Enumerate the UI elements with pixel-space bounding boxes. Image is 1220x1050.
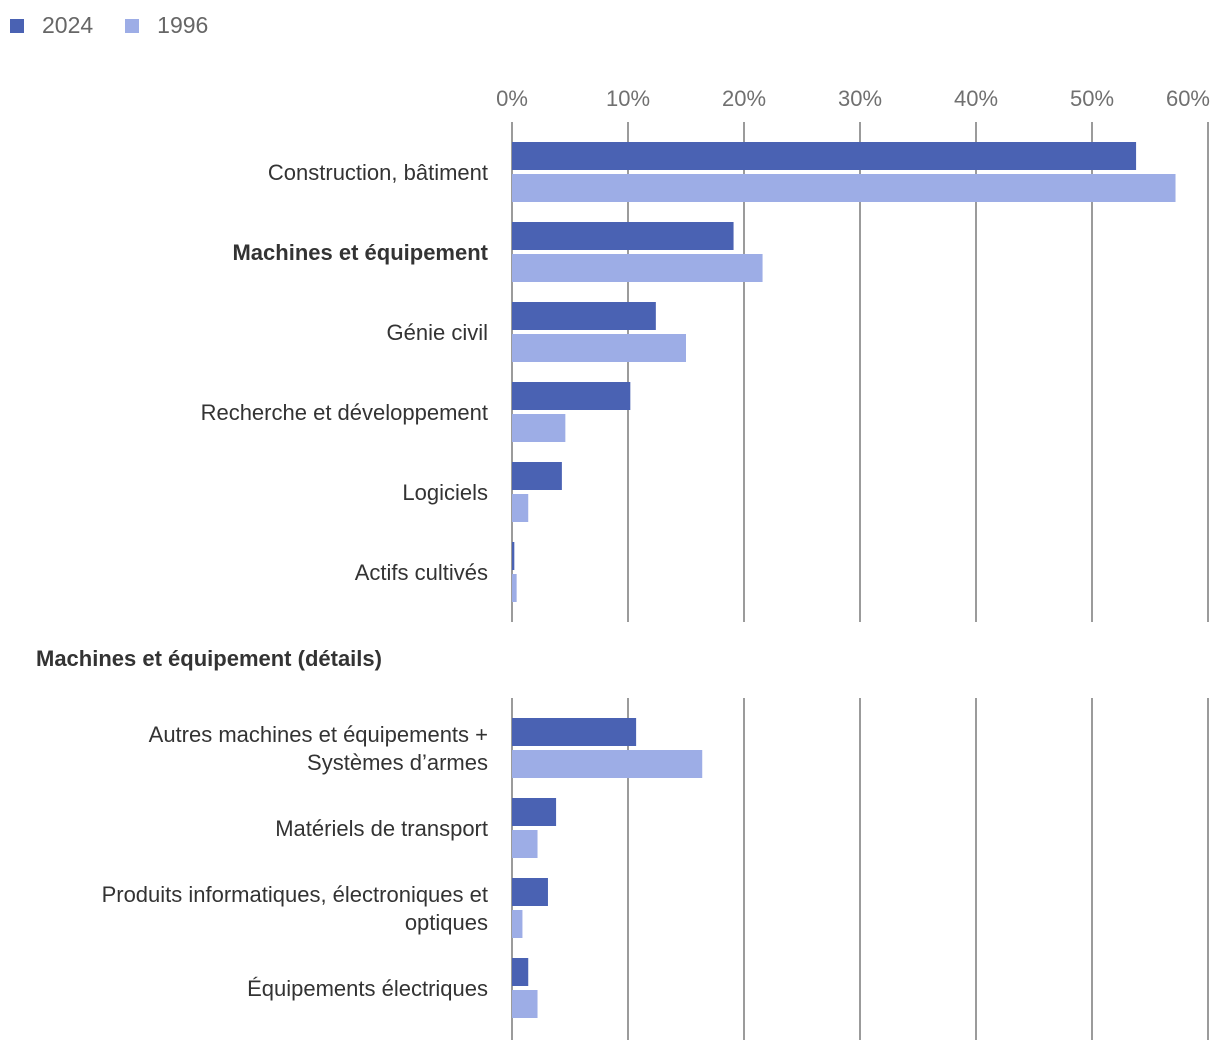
category-label: Recherche et développement [201,400,488,425]
bar-2024-4 [512,382,631,410]
bar-1996-3 [512,334,686,362]
detail-bar-1996-3 [512,910,523,938]
detail-category-label: Équipements électriques [247,976,488,1001]
detail-bar-2024-4 [512,958,529,986]
legend-label-2024: 2024 [42,12,94,38]
category-label: Construction, bâtiment [268,160,488,185]
bar-1996-1 [512,174,1176,202]
legend-swatch-2024 [10,18,24,33]
detail-category-label: Produits informatiques, électroniques et [102,882,488,907]
bar-2024-3 [512,302,656,330]
section-title: Machines et équipement (détails) [36,646,382,671]
detail-bar-1996-4 [512,990,538,1018]
detail-category-label: optiques [405,910,488,935]
legend-item-1996[interactable]: 1996 [125,12,208,39]
category-label: Actifs cultivés [355,560,488,585]
detail-category-label: Systèmes d’armes [307,750,488,775]
legend-label-1996: 1996 [157,12,209,38]
x-tick-label: 20% [722,86,766,111]
detail-bar-2024-1 [512,718,637,746]
legend-swatch-1996 [125,18,140,33]
bar-2024-6 [512,542,515,570]
x-tick-label: 60% [1166,86,1210,111]
category-label: Génie civil [387,320,488,345]
x-tick-label: 40% [954,86,998,111]
bar-2024-1 [512,142,1137,170]
x-tick-label: 50% [1070,86,1114,111]
category-label: Machines et équipement [232,240,488,265]
bar-2024-2 [512,222,734,250]
bar-1996-4 [512,414,566,442]
legend: 2024 1996 [10,12,240,39]
category-label: Logiciels [402,480,488,505]
detail-category-label: Matériels de transport [275,816,488,841]
detail-bar-1996-2 [512,830,538,858]
detail-bar-2024-3 [512,878,548,906]
legend-item-2024[interactable]: 2024 [10,12,93,39]
bar-1996-2 [512,254,763,282]
x-tick-label: 30% [838,86,882,111]
detail-category-label: Autres machines et équipements + [149,722,488,747]
bar-2024-5 [512,462,562,490]
x-tick-label: 10% [606,86,650,111]
bar-1996-5 [512,494,529,522]
detail-bar-1996-1 [512,750,703,778]
detail-bar-2024-2 [512,798,557,826]
x-tick-label: 0% [496,86,528,111]
bar-1996-6 [512,574,517,602]
